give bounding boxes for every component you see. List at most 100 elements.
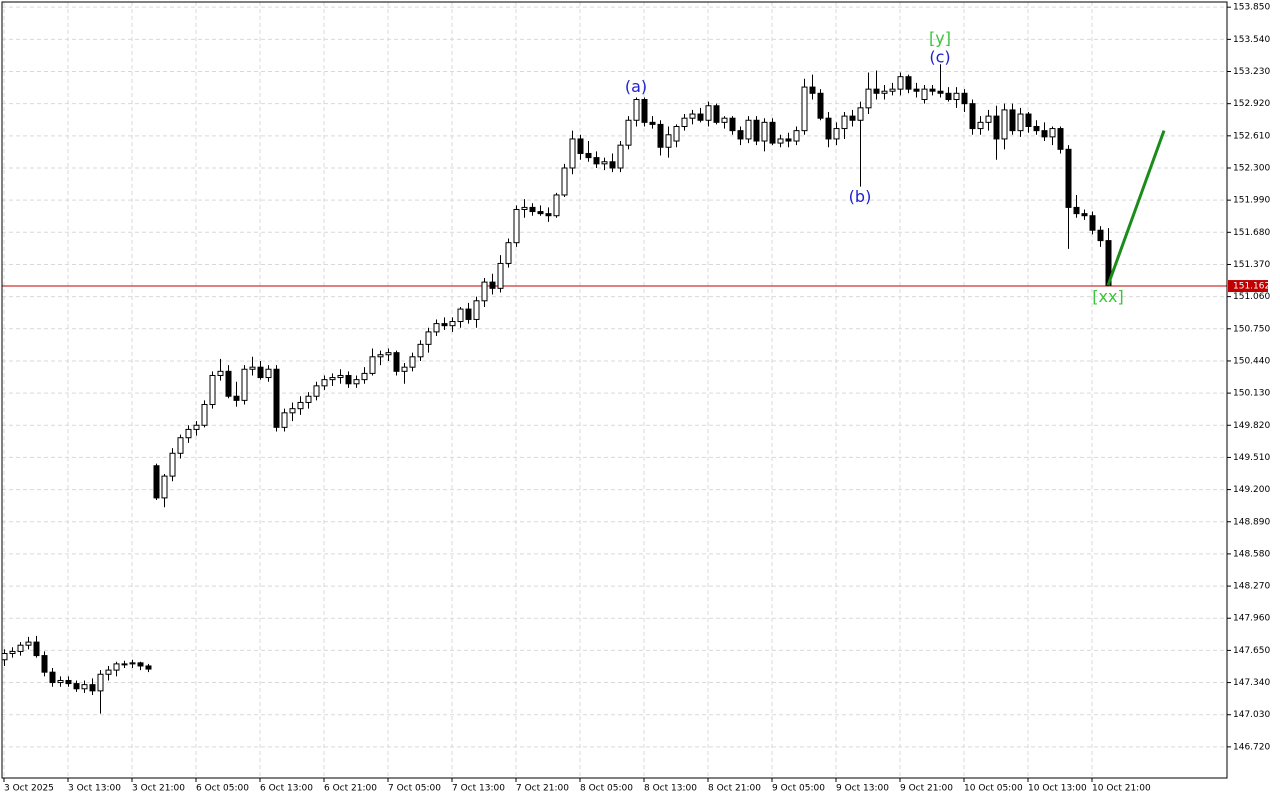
candle-body: [361, 372, 368, 381]
y-tick-label: 148.580: [1233, 549, 1270, 559]
candle-body: [1, 653, 8, 661]
candle-body: [1017, 113, 1024, 132]
candle-body: [641, 99, 648, 123]
y-tick-label: 149.820: [1233, 421, 1270, 431]
x-tick-label: 9 Oct 21:00: [900, 784, 953, 794]
x-tick-label: 3 Oct 2025: [4, 784, 54, 794]
candle-body: [497, 262, 504, 289]
candle-body: [665, 134, 672, 148]
candle-body: [81, 684, 88, 690]
y-tick-label: 148.270: [1233, 582, 1270, 592]
wave-label: (c): [929, 48, 950, 67]
candle-body: [905, 76, 912, 90]
candle-body: [1049, 128, 1056, 138]
y-tick-label: 153.850: [1233, 3, 1270, 13]
wave-label: (a): [625, 77, 647, 96]
x-tick-label: 7 Oct 21:00: [516, 784, 569, 794]
candle-body: [17, 644, 24, 652]
y-tick-label: 150.750: [1233, 324, 1270, 334]
candle-body: [993, 115, 1000, 140]
y-tick-label: 153.230: [1233, 67, 1270, 77]
candle-body: [9, 650, 16, 655]
candle-body: [785, 138, 792, 142]
candle-body: [265, 368, 272, 379]
wave-label: [xx]: [1092, 287, 1123, 306]
candle-body: [569, 138, 576, 169]
candle-body: [529, 206, 536, 213]
candle-body: [257, 366, 264, 379]
x-tick-label: 6 Oct 05:00: [196, 784, 249, 794]
candle-body: [249, 366, 256, 370]
x-tick-label: 9 Oct 13:00: [836, 784, 889, 794]
candle-body: [457, 308, 464, 323]
candle-body: [465, 308, 472, 320]
candle-body: [961, 92, 968, 105]
candle-body: [41, 655, 48, 673]
candle-body: [553, 194, 560, 217]
candle-body: [89, 684, 96, 692]
candle-body: [489, 281, 496, 289]
candle-body: [649, 121, 656, 125]
x-tick-label: 8 Oct 13:00: [644, 784, 697, 794]
candle-body: [561, 167, 568, 196]
candle-body: [953, 92, 960, 101]
candle-body: [825, 117, 832, 140]
y-tick-label: 149.200: [1233, 485, 1270, 495]
candle-body: [1041, 130, 1048, 138]
candle-body: [681, 117, 688, 127]
candle-body: [65, 679, 72, 685]
candle-body: [297, 401, 304, 410]
candle-body: [153, 465, 160, 499]
y-tick-label: 151.370: [1233, 260, 1270, 270]
x-tick-label: 8 Oct 05:00: [580, 784, 633, 794]
candle-body: [697, 113, 704, 121]
candle-body: [793, 130, 800, 142]
candle-body: [817, 92, 824, 119]
candle-body: [369, 356, 376, 374]
projection-line: [1106, 130, 1166, 286]
y-tick-label: 149.510: [1233, 453, 1270, 463]
candle-body: [225, 370, 232, 397]
candle-body: [433, 323, 440, 333]
current-price-box: [1228, 280, 1268, 293]
candle-body: [273, 368, 280, 428]
candle-body: [417, 343, 424, 358]
candle-body: [577, 138, 584, 154]
y-tick-label: 152.920: [1233, 99, 1270, 109]
candle-body: [1097, 229, 1104, 242]
candle-body: [425, 331, 432, 345]
marks-layer: [1, 64, 1227, 714]
candle-body: [337, 374, 344, 379]
candle-body: [689, 113, 696, 119]
y-tick-label: 153.540: [1233, 35, 1270, 45]
y-tick-label: 147.650: [1233, 646, 1270, 656]
candle-body: [865, 88, 872, 109]
candle-body: [185, 428, 192, 439]
candle-body: [705, 105, 712, 121]
x-tick-label: 3 Oct 13:00: [68, 784, 121, 794]
wave-label: [y]: [929, 29, 951, 48]
candle-body: [881, 90, 888, 94]
candle-body: [897, 76, 904, 90]
current-price-label: 151.162: [1233, 282, 1270, 292]
candle-body: [289, 408, 296, 414]
candle-body: [593, 157, 600, 165]
candle-body: [409, 356, 416, 368]
candle-body: [321, 379, 328, 387]
x-tick-label: 10 Oct 05:00: [964, 784, 1023, 794]
candle-body: [169, 452, 176, 477]
candle-body: [217, 370, 224, 376]
candle-body: [601, 161, 608, 165]
x-tick-label: 7 Oct 13:00: [452, 784, 505, 794]
y-tick-label: 148.890: [1233, 517, 1270, 527]
candle-body: [537, 211, 544, 215]
candle-body: [1001, 109, 1008, 140]
candle-body: [481, 281, 488, 302]
candle-body: [345, 374, 352, 385]
x-tick-label: 8 Oct 21:00: [708, 784, 761, 794]
y-tick-label: 146.720: [1233, 742, 1270, 752]
y-tick-label: 151.060: [1233, 292, 1270, 302]
candle-body: [1081, 213, 1088, 217]
